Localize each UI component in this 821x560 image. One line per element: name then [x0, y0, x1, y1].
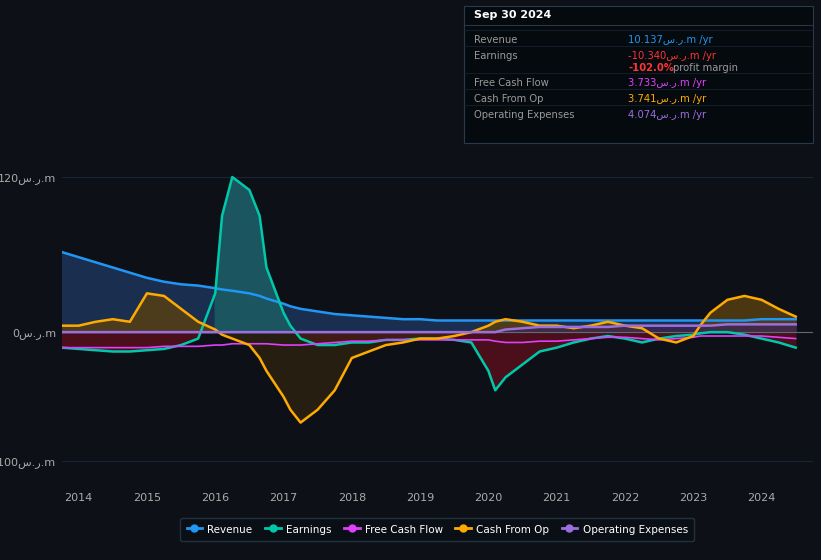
- Text: Sep 30 2024: Sep 30 2024: [474, 10, 551, 20]
- Text: Revenue: Revenue: [474, 35, 517, 45]
- Text: Operating Expenses: Operating Expenses: [474, 110, 574, 120]
- Text: 3.741س.ر.m /yr: 3.741س.ر.m /yr: [628, 94, 706, 104]
- Legend: Revenue, Earnings, Free Cash Flow, Cash From Op, Operating Expenses: Revenue, Earnings, Free Cash Flow, Cash …: [181, 518, 694, 541]
- Text: 3.733س.ر.m /yr: 3.733س.ر.m /yr: [628, 78, 706, 88]
- Text: Earnings: Earnings: [474, 50, 517, 60]
- Text: 10.137س.ر.m /yr: 10.137س.ر.m /yr: [628, 35, 713, 45]
- Text: profit margin: profit margin: [673, 63, 738, 73]
- Text: -10.340س.ر.m /yr: -10.340س.ر.m /yr: [628, 50, 716, 60]
- Text: Cash From Op: Cash From Op: [474, 94, 544, 104]
- Text: Free Cash Flow: Free Cash Flow: [474, 78, 548, 88]
- Text: 4.074س.ر.m /yr: 4.074س.ر.m /yr: [628, 110, 706, 120]
- Text: -102.0%: -102.0%: [628, 63, 674, 73]
